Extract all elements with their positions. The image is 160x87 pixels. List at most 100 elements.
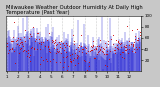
Point (72, 59, 74, 60)
Point (136, 40, 139, 41)
Point (48, 32, 50, 33)
Point (20, 48, 23, 49)
Point (24, 40, 26, 42)
Point (108, 58, 111, 60)
Point (39, 44, 42, 45)
Point (65, 57, 68, 58)
Point (76, 54, 79, 55)
Point (59, 46, 62, 48)
Point (12, 22, 15, 23)
Point (73, 65, 76, 66)
Point (63, 62, 66, 63)
Point (54, 39, 56, 40)
Point (131, 50, 133, 52)
Point (18, 45, 20, 46)
Point (64, 47, 66, 48)
Point (56, 43, 58, 45)
Point (49, 51, 51, 52)
Point (125, 50, 128, 51)
Point (113, 53, 116, 54)
Point (65, 42, 67, 43)
Point (79, 34, 82, 36)
Point (66, 70, 68, 71)
Point (108, 50, 111, 51)
Point (24, 30, 27, 31)
Point (100, 46, 102, 48)
Point (69, 58, 71, 60)
Point (6, 52, 9, 54)
Point (46, 39, 48, 41)
Point (139, 32, 142, 33)
Point (123, 57, 125, 59)
Point (32, 49, 35, 50)
Point (128, 48, 131, 50)
Point (132, 45, 134, 47)
Point (97, 51, 100, 52)
Point (85, 53, 87, 54)
Point (132, 44, 135, 46)
Point (136, 49, 138, 50)
Point (99, 49, 101, 51)
Point (42, 41, 44, 43)
Point (58, 43, 61, 45)
Point (95, 48, 98, 50)
Point (23, 50, 26, 51)
Point (123, 50, 126, 51)
Point (104, 64, 106, 65)
Point (66, 44, 69, 46)
Point (45, 60, 48, 62)
Point (115, 40, 117, 41)
Point (112, 35, 115, 36)
Point (87, 50, 90, 51)
Point (35, 39, 37, 40)
Point (21, 43, 24, 44)
Point (91, 47, 93, 48)
Point (56, 49, 59, 50)
Point (55, 50, 58, 51)
Point (137, 39, 139, 41)
Point (89, 50, 91, 52)
Point (5, 45, 8, 47)
Point (61, 66, 64, 67)
Point (47, 45, 49, 47)
Point (92, 44, 94, 46)
Point (92, 40, 95, 41)
Point (42, 60, 45, 61)
Point (35, 48, 38, 49)
Point (118, 53, 121, 55)
Point (72, 58, 75, 59)
Point (65, 56, 68, 57)
Point (94, 48, 97, 49)
Point (117, 41, 119, 42)
Point (64, 51, 67, 52)
Point (57, 52, 60, 53)
Point (11, 41, 13, 42)
Point (15, 39, 18, 41)
Point (90, 49, 92, 50)
Point (27, 49, 29, 51)
Point (48, 60, 51, 61)
Point (132, 44, 134, 45)
Point (114, 47, 116, 48)
Point (70, 62, 73, 63)
Point (10, 41, 12, 42)
Point (10, 47, 13, 48)
Point (44, 58, 47, 60)
Point (75, 48, 77, 50)
Point (12, 40, 15, 42)
Point (93, 48, 96, 50)
Point (31, 46, 33, 48)
Point (62, 43, 65, 44)
Point (39, 48, 41, 49)
Point (138, 35, 141, 36)
Point (107, 41, 109, 42)
Point (28, 37, 30, 38)
Point (75, 58, 78, 59)
Point (47, 46, 50, 47)
Point (133, 41, 136, 43)
Point (92, 57, 95, 58)
Point (22, 45, 25, 46)
Point (99, 49, 102, 50)
Point (124, 45, 127, 46)
Point (32, 27, 34, 28)
